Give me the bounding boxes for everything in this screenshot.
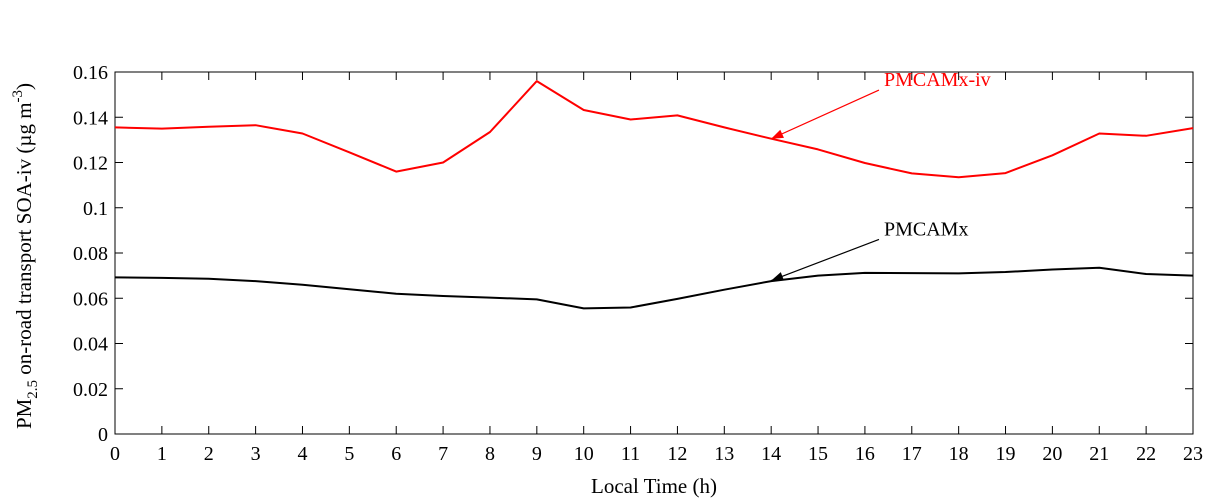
y-tick-label: 0	[98, 424, 108, 446]
annotation-arrowhead-0	[771, 129, 784, 139]
x-tick-label: 10	[574, 443, 594, 465]
plot-frame	[114, 71, 1194, 435]
y-tick-label: 0.02	[73, 379, 108, 401]
x-tick-label: 5	[344, 443, 354, 465]
y-label-suffix: )	[12, 83, 36, 90]
x-tick-label: 3	[251, 443, 261, 465]
x-tick-label: 13	[714, 443, 734, 465]
x-tick-label: 2	[204, 443, 214, 465]
series-lines	[114, 80, 1194, 310]
y-tick-label: 0.06	[73, 288, 108, 310]
x-tick-label: 11	[621, 443, 640, 465]
y-label-main: on-road transport SOA-iv (µg m	[12, 102, 36, 379]
x-tick-label: 9	[532, 443, 542, 465]
annotation-arrowhead-1	[771, 272, 784, 281]
x-tick-label: 6	[391, 443, 401, 465]
x-tick-label: 1	[157, 443, 167, 465]
y-axis-label: PM2.5 on-road transport SOA-iv (µg m-3)	[10, 83, 41, 429]
y-tick-label: 0.12	[73, 153, 108, 175]
annotation-arrow-1	[770, 238, 880, 282]
x-tick-label: 15	[808, 443, 828, 465]
x-axis-label: Local Time (h)	[591, 474, 717, 498]
x-tick-label: 21	[1089, 443, 1109, 465]
x-tick-label: 17	[902, 443, 922, 465]
series-line-0	[114, 80, 1194, 179]
x-tick-label: 23	[1183, 443, 1203, 465]
series-annotations: PMCAMx-iv PMCAMx	[770, 69, 991, 282]
y-tick-label: 0.1	[83, 198, 108, 220]
x-tick-label: 20	[1042, 443, 1062, 465]
x-tick-label: 16	[855, 443, 875, 465]
x-tick-label: 8	[485, 443, 495, 465]
annotation-arrow-0	[770, 89, 880, 140]
x-tick-label: 22	[1136, 443, 1156, 465]
y-tick-label: 0.14	[73, 107, 108, 129]
y-label-subscript: 2.5	[25, 380, 41, 399]
x-tick-label: 4	[297, 443, 307, 465]
series-label-0: PMCAMx-iv	[884, 69, 991, 91]
y-axis-title: PM2.5 on-road transport SOA-iv (µg m-3)	[10, 83, 41, 429]
axis-ticks: 0 1 2 3 4 5 6 7 8 9 10 11 12 13 14 15 16 17 18 19 20 21 22 2300…	[73, 62, 1203, 465]
x-tick-label: 7	[438, 443, 448, 465]
y-tick-label: 0.08	[73, 243, 108, 265]
x-tick-label: 12	[667, 443, 687, 465]
y-label-superscript: -3	[10, 90, 26, 103]
y-tick-label: 0.16	[73, 62, 108, 84]
plot-area	[114, 71, 1194, 435]
x-tick-label: 0	[110, 443, 120, 465]
x-tick-label: 19	[996, 443, 1016, 465]
y-tick-label: 0.04	[73, 334, 108, 356]
x-tick-label: 14	[761, 443, 781, 465]
x-tick-label: 18	[949, 443, 969, 465]
y-label-prefix: PM	[12, 398, 36, 429]
series-label-1: PMCAMx	[884, 218, 968, 240]
series-line-1	[114, 266, 1194, 310]
